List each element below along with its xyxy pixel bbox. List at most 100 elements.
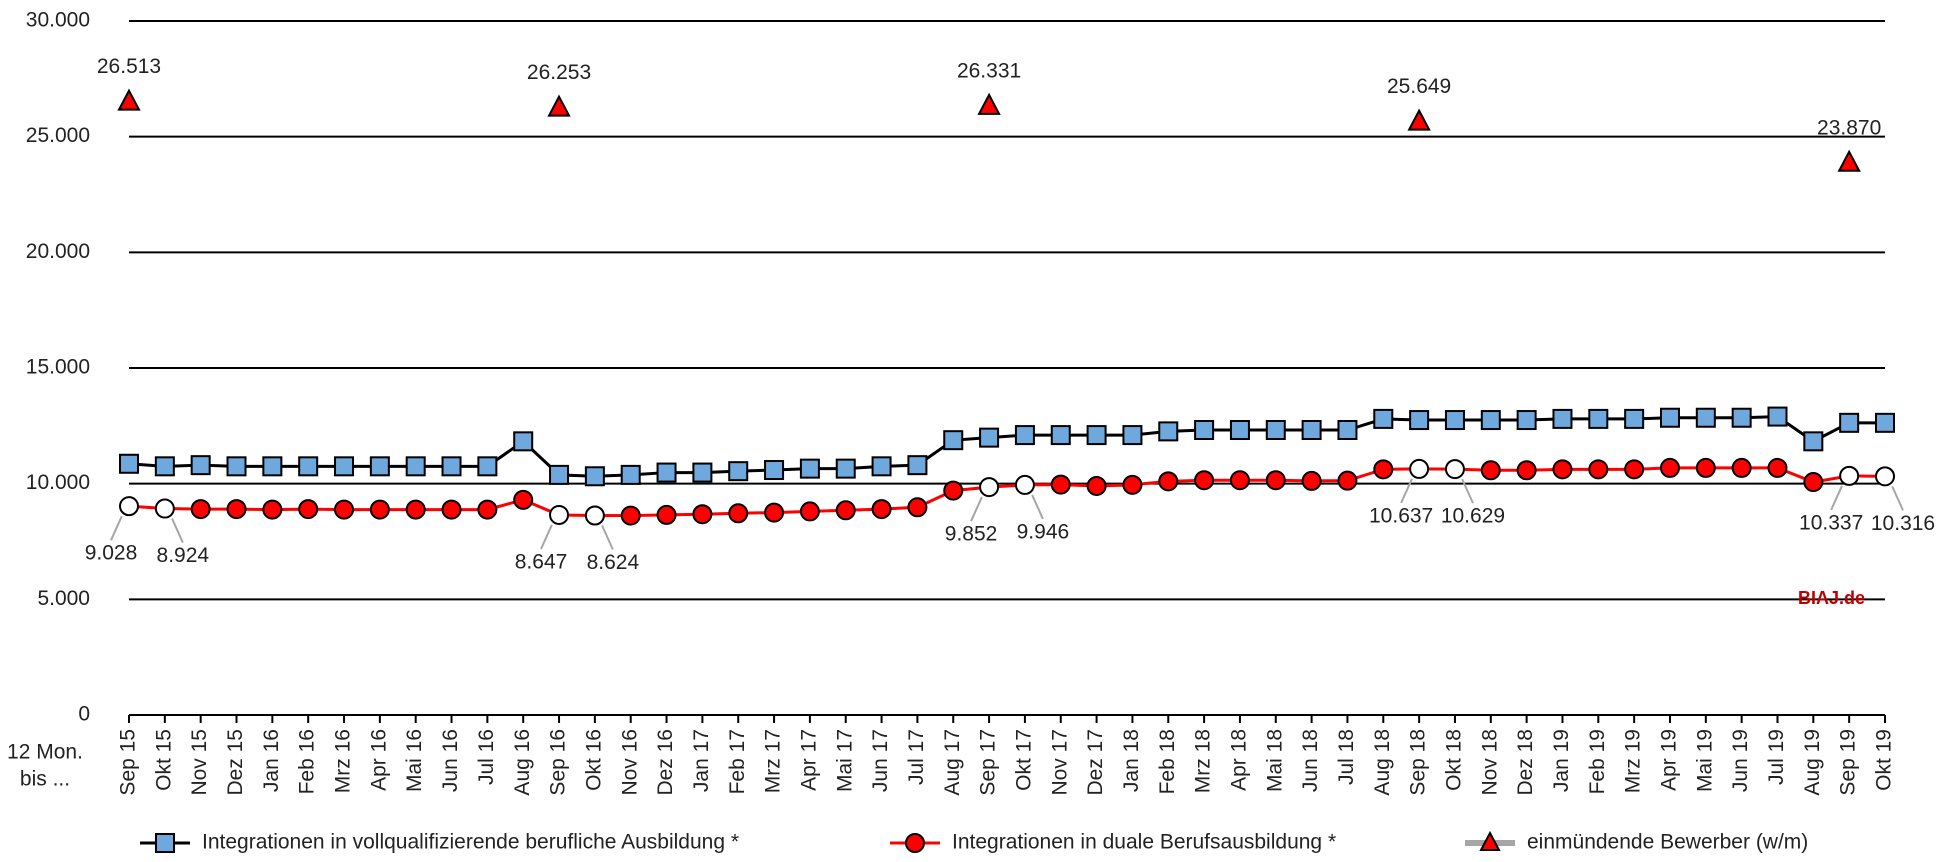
legend-marker (155, 833, 175, 853)
marker (298, 499, 319, 520)
leader-line (110, 515, 123, 541)
marker (1516, 410, 1537, 431)
marker (584, 505, 605, 526)
marker (154, 456, 175, 477)
marker (1407, 108, 1431, 131)
legend-item: Integrationen in duale Berufsausbildung … (890, 831, 1336, 854)
marker (1409, 458, 1430, 479)
marker (154, 498, 175, 519)
marker (477, 499, 498, 520)
y-tick-label: 20.000 (26, 240, 90, 263)
x-tick-label: Mrz 18 (1192, 729, 1215, 793)
x-tick-label: Jul 19 (1765, 729, 1788, 785)
marker (907, 455, 928, 476)
leader-line (540, 524, 553, 550)
data-label: 26.513 (97, 55, 161, 78)
series-line (128, 415, 1885, 478)
marker (1122, 425, 1143, 446)
annotation: BIAJ.de (1798, 588, 1865, 608)
marker (1301, 419, 1322, 440)
marker (1803, 472, 1824, 493)
marker (1731, 407, 1752, 428)
marker (979, 477, 1000, 498)
x-tick-label: Sep 19 (1837, 729, 1860, 796)
data-label: 9.852 (945, 523, 998, 546)
marker (1659, 407, 1680, 428)
leader-line (970, 496, 983, 522)
marker (1337, 470, 1358, 491)
marker (1122, 474, 1143, 495)
x-tick-label: Okt 15 (152, 729, 175, 791)
x-tick-label: Nov 15 (188, 729, 211, 796)
y-tick-label: 5.000 (37, 587, 90, 610)
legend-marker (905, 833, 925, 853)
marker (1158, 471, 1179, 492)
marker (1767, 406, 1788, 427)
x-tick-label: Apr 18 (1227, 729, 1250, 791)
marker (119, 496, 139, 517)
marker (1480, 460, 1501, 481)
marker (620, 464, 641, 485)
marker (1050, 425, 1071, 446)
marker (835, 458, 856, 479)
data-label: 10.337 (1799, 511, 1863, 534)
data-label: 26.253 (527, 61, 591, 84)
marker (835, 500, 856, 521)
marker (1803, 431, 1824, 452)
x-tick-label: Aug 19 (1801, 729, 1824, 796)
x-tick-label: Jul 16 (475, 729, 498, 785)
marker (1588, 408, 1609, 429)
x-tick-label: Sep 18 (1407, 729, 1430, 796)
data-label: 8.624 (587, 551, 640, 574)
marker (584, 466, 605, 487)
marker (1839, 412, 1860, 433)
x-tick-label: Mrz 16 (332, 729, 355, 793)
x-tick-label: Sep 17 (977, 729, 1000, 796)
marker (369, 499, 390, 520)
marker (871, 499, 892, 520)
marker (334, 456, 355, 477)
y-tick-label: 0 (78, 703, 90, 726)
marker (1337, 419, 1358, 440)
x-tick-label: Sep 16 (547, 729, 570, 796)
x-tick-label: Feb 16 (296, 729, 319, 794)
x-tick-label: Nov 18 (1478, 729, 1501, 796)
marker (907, 497, 928, 518)
marker (1265, 419, 1286, 440)
marker (1875, 412, 1895, 433)
marker (1588, 459, 1609, 480)
marker (799, 458, 820, 479)
x-tick-label: Aug 18 (1371, 729, 1394, 796)
marker (977, 92, 1001, 115)
x-tick-label: Jan 16 (260, 729, 283, 792)
legend-label: Integrationen in duale Berufsausbildung … (952, 831, 1336, 854)
y-tick-label: 25.000 (26, 124, 90, 147)
marker (1695, 457, 1716, 478)
x-tick-label: Mrz 17 (762, 729, 785, 793)
marker (190, 455, 211, 476)
data-label: 9.028 (85, 542, 138, 565)
marker (334, 499, 355, 520)
x-tick-label: Jan 18 (1120, 729, 1143, 792)
x-tick-label: Dez 16 (654, 729, 677, 796)
data-label: 23.870 (1817, 116, 1881, 139)
marker (728, 461, 749, 482)
marker (441, 456, 462, 477)
x-tick-label: Nov 16 (618, 729, 641, 796)
marker (692, 504, 713, 525)
marker (441, 499, 462, 520)
data-label: 26.331 (957, 59, 1021, 82)
marker (1014, 474, 1035, 495)
marker (871, 456, 892, 477)
marker (979, 427, 1000, 448)
marker (1373, 459, 1394, 480)
marker (1875, 466, 1895, 487)
marker (226, 499, 247, 520)
y-tick-label: 15.000 (26, 356, 90, 379)
x-tick-label: Apr 19 (1658, 729, 1681, 791)
data-label: 9.946 (1017, 520, 1070, 543)
legend-marker (1479, 830, 1501, 851)
data-label: 8.647 (515, 551, 568, 574)
marker (1767, 457, 1788, 478)
